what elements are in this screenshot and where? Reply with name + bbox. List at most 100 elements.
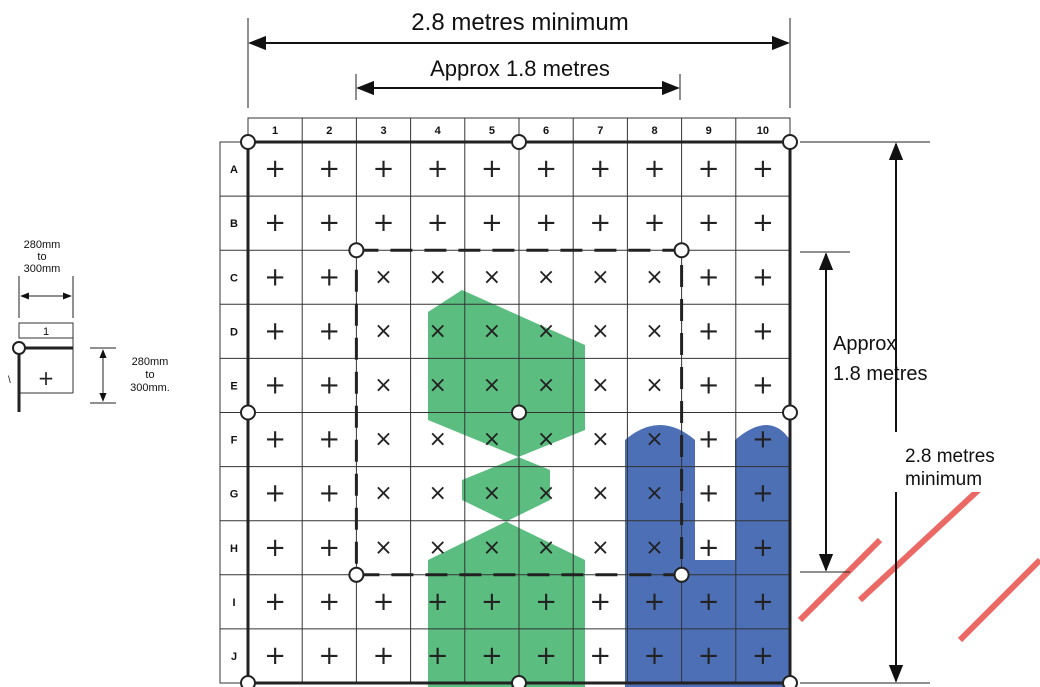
column-label: 3 <box>380 125 386 137</box>
cross-mark: × <box>374 535 392 560</box>
plus-mark: + <box>264 370 286 400</box>
plus-mark: + <box>481 208 503 238</box>
row-label: H <box>230 543 238 555</box>
plus-mark: + <box>318 316 340 346</box>
plus-mark: + <box>318 425 340 455</box>
plus-mark: + <box>318 479 340 509</box>
cross-mark: × <box>591 319 609 344</box>
inset-corner-node <box>12 341 26 355</box>
row-label: D <box>230 326 238 338</box>
cross-mark: × <box>428 265 446 290</box>
plus-mark: + <box>427 587 449 617</box>
plus-mark: + <box>644 587 666 617</box>
inset-width-line3: 300mm <box>24 263 61 275</box>
grid-node <box>240 675 256 687</box>
plus-mark: + <box>535 587 557 617</box>
plus-mark: + <box>698 641 720 671</box>
cross-mark: × <box>428 427 446 452</box>
grid-node <box>782 675 798 687</box>
plus-mark: + <box>644 208 666 238</box>
plus-mark: + <box>644 154 666 184</box>
top-outer-dimension: 2.8 metres minimum <box>247 9 791 108</box>
right-inner-label-line2: 1.8 metres <box>833 363 927 385</box>
plus-mark: + <box>264 641 286 671</box>
sampling-grid: 1 2 3 4 5 6 7 8 9 10 A B C D E F G H I J + + + + + + + + + + + + + + + + + + +… <box>219 117 798 687</box>
plus-mark: + <box>698 316 720 346</box>
cross-mark: × <box>483 373 501 398</box>
row-label: I <box>232 597 235 609</box>
plus-mark: + <box>427 154 449 184</box>
row-label: A <box>230 164 238 176</box>
plus-mark: + <box>264 587 286 617</box>
right-outer-label-line2: minimum <box>905 469 982 490</box>
inset-row-mark: \ <box>8 375 11 386</box>
plus-mark: + <box>318 587 340 617</box>
watermark-red-text <box>797 467 1040 643</box>
watermark <box>428 290 1040 687</box>
cross-mark: × <box>428 481 446 506</box>
plus-mark: + <box>698 479 720 509</box>
plus-mark: + <box>318 208 340 238</box>
plus-mark: + <box>373 154 395 184</box>
plus-mark: + <box>373 208 395 238</box>
plus-mark: + <box>264 262 286 292</box>
plus-mark: + <box>481 587 503 617</box>
row-label: J <box>231 651 237 663</box>
plus-mark: + <box>318 370 340 400</box>
plus-mark: + <box>644 641 666 671</box>
cross-mark: × <box>483 427 501 452</box>
cross-mark: × <box>374 481 392 506</box>
top-inner-label: Approx 1.8 metres <box>430 56 610 81</box>
cross-mark: × <box>537 481 555 506</box>
inset-height-line3: 300mm. <box>130 382 170 394</box>
column-label: 2 <box>326 125 332 137</box>
cross-mark: × <box>645 373 663 398</box>
cross-mark: × <box>645 319 663 344</box>
cross-mark: × <box>428 373 446 398</box>
cross-mark: × <box>537 265 555 290</box>
cross-mark: × <box>374 319 392 344</box>
plus-mark: + <box>373 587 395 617</box>
plus-mark: + <box>752 154 774 184</box>
cross-mark: × <box>645 265 663 290</box>
cross-mark: × <box>591 373 609 398</box>
plus-mark: + <box>698 262 720 292</box>
inset-column-label: 1 <box>43 326 49 338</box>
cross-mark: × <box>537 535 555 560</box>
inset-width-line2: to <box>37 251 46 263</box>
row-label: G <box>230 489 239 501</box>
grid-node <box>511 675 527 687</box>
plus-mark: + <box>264 316 286 346</box>
plus-mark: + <box>318 533 340 563</box>
plus-mark: + <box>589 154 611 184</box>
plus-mark: + <box>318 262 340 292</box>
inset-cell-mark: + <box>38 366 55 390</box>
cross-mark: × <box>374 265 392 290</box>
top-inner-dimension: Approx 1.8 metres <box>355 56 681 100</box>
plus-mark: + <box>589 641 611 671</box>
cross-mark: × <box>428 319 446 344</box>
right-outer-dimension: 2.8 metres minimum <box>800 141 1038 684</box>
plus-mark: + <box>264 425 286 455</box>
plus-mark: + <box>589 587 611 617</box>
column-label: 7 <box>597 125 603 137</box>
plus-mark: + <box>264 154 286 184</box>
row-label: E <box>230 380 237 392</box>
cross-mark: × <box>374 427 392 452</box>
plus-mark: + <box>535 154 557 184</box>
cross-mark: × <box>537 319 555 344</box>
grid-node <box>511 404 527 421</box>
plus-mark: + <box>318 641 340 671</box>
column-label: 1 <box>272 125 278 137</box>
cross-mark: × <box>483 265 501 290</box>
plus-mark: + <box>752 370 774 400</box>
watermark-blue-shape <box>625 425 790 687</box>
cross-mark: × <box>428 535 446 560</box>
column-label: 5 <box>489 125 495 137</box>
plus-mark: + <box>752 641 774 671</box>
right-inner-dimension: Approx 1.8 metres <box>800 251 927 573</box>
right-inner-label-line1: Approx <box>833 333 896 355</box>
plus-mark: + <box>752 587 774 617</box>
plus-mark: + <box>427 641 449 671</box>
top-outer-label: 2.8 metres minimum <box>411 9 628 36</box>
